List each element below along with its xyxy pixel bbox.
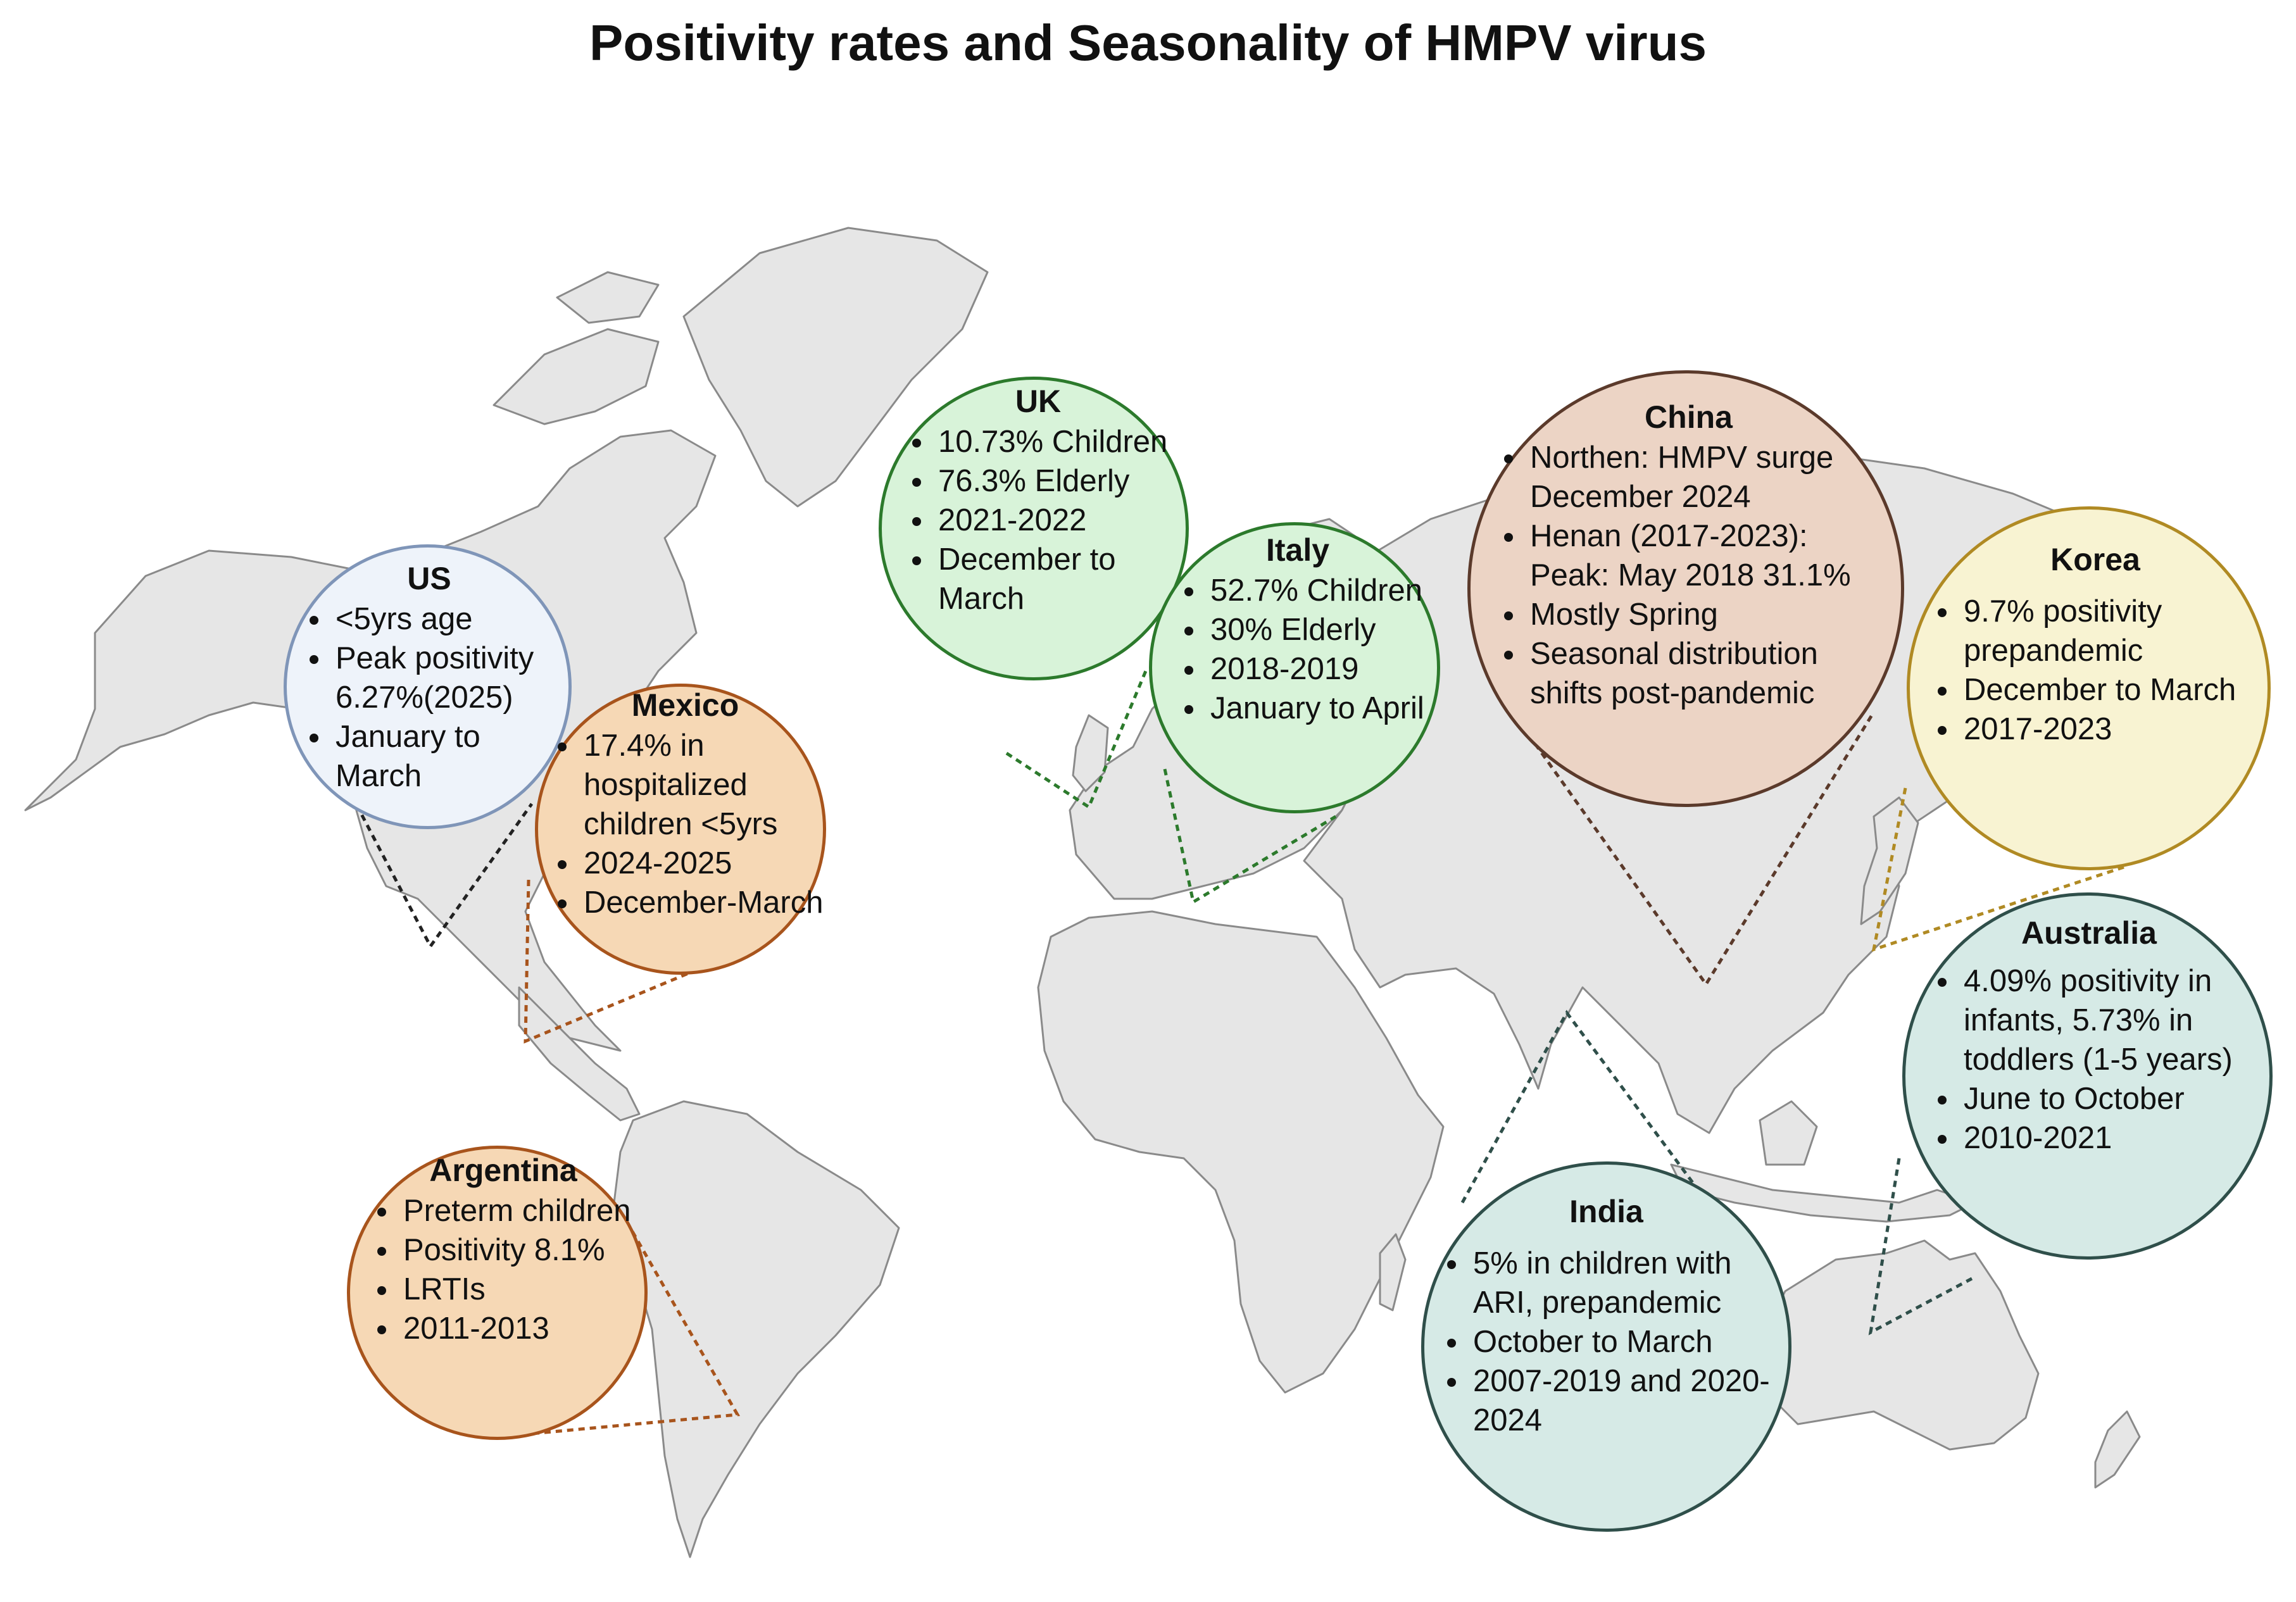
india-point-3: 2007-2019 and 2020-2024 <box>1469 1361 1779 1440</box>
italy-point-2: 30% Elderly <box>1207 610 1424 649</box>
landmass-south-america <box>613 1100 900 1558</box>
landmass-greenland <box>682 227 989 508</box>
mexico-point-2: 2024-2025 <box>580 844 826 883</box>
landmass-arctic-islands <box>492 328 660 425</box>
landmass-arctic-islands-2 <box>556 271 660 324</box>
argentina-point-1: Preterm children <box>399 1191 643 1230</box>
leader-uk <box>1005 670 1148 810</box>
landmass-madagascar <box>1379 1233 1407 1311</box>
bubble-india <box>1421 1161 1791 1532</box>
bubble-italy <box>1149 522 1440 813</box>
argentina-point-4: 2011-2013 <box>399 1309 643 1348</box>
figure-title: Positivity rates and Seasonality of HMPV… <box>589 15 1707 71</box>
leader-australia <box>1868 1158 1973 1336</box>
bubble-australia <box>1902 892 2273 1260</box>
panel-uk: UK 10.73% Children 76.3% Elderly 2021-20… <box>899 383 1177 618</box>
korea-point-1: 9.7% positivity prepandemic <box>1960 592 2266 670</box>
region-title-us: US <box>407 561 451 596</box>
us-point-2: Peak positivity 6.27%(2025) <box>332 639 562 717</box>
region-title-china: China <box>1645 399 1733 435</box>
leader-korea <box>1871 787 2124 952</box>
china-point-4: Seasonal distribution shifts post-pandem… <box>1526 634 1886 713</box>
australia-point-3: 2010-2021 <box>1960 1118 2254 1158</box>
uk-point-2: 76.3% Elderly <box>934 461 1177 501</box>
region-title-australia: Australia <box>2021 915 2157 951</box>
leader-argentina <box>531 1220 741 1436</box>
panel-india: India 5% in children with ARI, prepandem… <box>1434 1193 1779 1440</box>
bubble-korea <box>1907 506 2271 870</box>
italy-point-1: 52.7% Children <box>1207 571 1424 610</box>
landmass-central-america <box>518 986 641 1122</box>
china-point-1: Northen: HMPV surge December 2024 <box>1526 438 1886 516</box>
panel-italy: Italy 52.7% Children 30% Elderly 2018-20… <box>1171 532 1424 728</box>
argentina-point-3: LRTIs <box>399 1270 643 1309</box>
us-point-3: January to March <box>332 717 562 796</box>
bubble-us <box>284 544 572 829</box>
panel-australia: Australia 4.09% positivity in infants, 5… <box>1924 915 2254 1158</box>
leader-us <box>318 733 534 949</box>
region-title-uk: UK <box>1015 384 1062 419</box>
region-title-india: India <box>1569 1194 1643 1229</box>
region-title-argentina: Argentina <box>429 1153 577 1188</box>
china-point-3: Mostly Spring <box>1526 595 1886 634</box>
landmass-australia <box>1759 1239 2040 1451</box>
india-point-2: October to March <box>1469 1322 1779 1361</box>
landmass-british-isles <box>1072 714 1109 792</box>
panel-argentina: Argentina Preterm children Positivity 8.… <box>364 1152 643 1348</box>
bubble-mexico <box>535 684 826 975</box>
mexico-point-3: December-March <box>580 883 826 922</box>
uk-point-1: 10.73% Children <box>934 422 1177 461</box>
bubble-china <box>1467 370 1904 807</box>
korea-point-2: December to March <box>1960 670 2266 710</box>
australia-point-2: June to October <box>1960 1079 2254 1118</box>
leader-mexico <box>524 879 716 1044</box>
panel-china: China Northen: HMPV surge December 2024 … <box>1491 399 1886 713</box>
australia-point-1: 4.09% positivity in infants, 5.73% in to… <box>1960 961 2254 1079</box>
landmass-borneo <box>1759 1100 1818 1166</box>
italy-point-3: 2018-2019 <box>1207 649 1424 689</box>
landmass-new-zealand <box>2094 1410 2141 1489</box>
argentina-point-2: Positivity 8.1% <box>399 1230 643 1270</box>
mexico-point-1: 17.4% in hospitalized children <5yrs <box>580 726 826 844</box>
china-point-2: Henan (2017-2023): Peak: May 2018 31.1% <box>1526 516 1886 595</box>
italy-point-4: January to April <box>1207 689 1424 728</box>
region-title-italy: Italy <box>1265 532 1330 568</box>
bubble-uk <box>879 377 1189 680</box>
korea-point-3: 2017-2023 <box>1960 710 2266 749</box>
uk-point-4: December to March <box>934 540 1177 618</box>
region-title-mexico: Mexico <box>631 687 739 723</box>
panel-korea: Korea 9.7% positivity prepandemic Decemb… <box>1924 541 2266 749</box>
bubble-argentina <box>347 1146 648 1440</box>
panel-us: US <5yrs age Peak positivity 6.27%(2025)… <box>296 560 562 796</box>
us-point-1: <5yrs age <box>332 599 562 639</box>
uk-point-3: 2021-2022 <box>934 501 1177 540</box>
india-point-1: 5% in children with ARI, prepandemic <box>1469 1244 1779 1322</box>
leader-india <box>1460 1010 1705 1204</box>
panel-mexico: Mexico 17.4% in hospitalized children <5… <box>544 687 826 922</box>
region-title-korea: Korea <box>2050 542 2140 577</box>
